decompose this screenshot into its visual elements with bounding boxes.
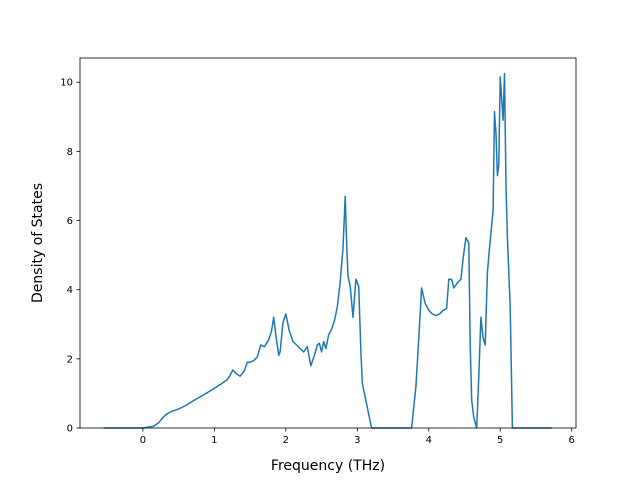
y-axis-ticks: 0 2 4 6 8 10 xyxy=(60,78,80,435)
x-tick-label: 3 xyxy=(354,435,360,446)
x-tick-label: 6 xyxy=(569,435,575,446)
x-tick-label: 0 xyxy=(140,435,146,446)
y-tick-label: 8 xyxy=(67,147,73,158)
dos-series-line-0 xyxy=(103,72,552,429)
y-axis-label: Density of States xyxy=(30,183,46,303)
x-axis-ticks: 0 1 2 3 4 5 6 xyxy=(140,428,575,446)
x-tick-label: 2 xyxy=(283,435,289,446)
y-tick-label: 0 xyxy=(67,424,73,435)
x-tick-label: 5 xyxy=(497,435,503,446)
plot-area xyxy=(103,72,552,429)
axes-frame xyxy=(79,57,577,429)
x-tick-label: 4 xyxy=(426,435,432,446)
y-tick-label: 6 xyxy=(67,216,73,227)
y-tick-label: 2 xyxy=(67,354,73,365)
y-tick-label: 10 xyxy=(60,78,73,89)
x-axis-label: Frequency (THz) xyxy=(271,458,385,474)
y-tick-label: 4 xyxy=(67,285,73,296)
x-tick-label: 1 xyxy=(211,435,217,446)
